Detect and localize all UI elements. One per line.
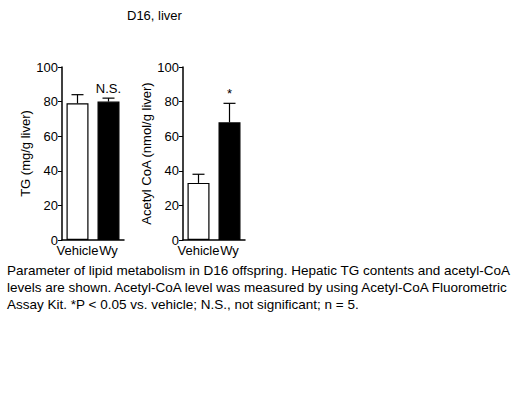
svg-text:*: * xyxy=(227,86,232,101)
svg-text:60: 60 xyxy=(44,129,58,144)
svg-text:80: 80 xyxy=(165,94,179,109)
svg-text:0: 0 xyxy=(171,232,179,248)
svg-text:20: 20 xyxy=(44,198,58,213)
svg-text:100: 100 xyxy=(157,60,179,75)
svg-text:Acetyl CoA (nmol/g liver): Acetyl CoA (nmol/g liver) xyxy=(139,82,154,224)
svg-text:Vehicle: Vehicle xyxy=(178,243,220,258)
svg-text:100: 100 xyxy=(36,60,58,75)
svg-text:80: 80 xyxy=(44,94,58,109)
svg-text:40: 40 xyxy=(44,163,58,178)
svg-text:0: 0 xyxy=(50,232,58,248)
svg-text:20: 20 xyxy=(165,198,179,213)
svg-text:60: 60 xyxy=(165,129,179,144)
svg-text:N.S.: N.S. xyxy=(96,81,121,96)
html-text:Parameter of lipid metabolism: Parameter of lipid metabolism in D16 off… xyxy=(7,263,510,312)
svg-text:40: 40 xyxy=(165,163,179,178)
svg-text:Wy: Wy xyxy=(99,243,118,258)
svg-text:TG (mg/g liver): TG (mg/g liver) xyxy=(18,110,33,197)
svg-text:Vehicle: Vehicle xyxy=(57,243,99,258)
svg-text:D16, liver: D16, liver xyxy=(127,8,183,23)
svg-text:Wy: Wy xyxy=(220,243,239,258)
